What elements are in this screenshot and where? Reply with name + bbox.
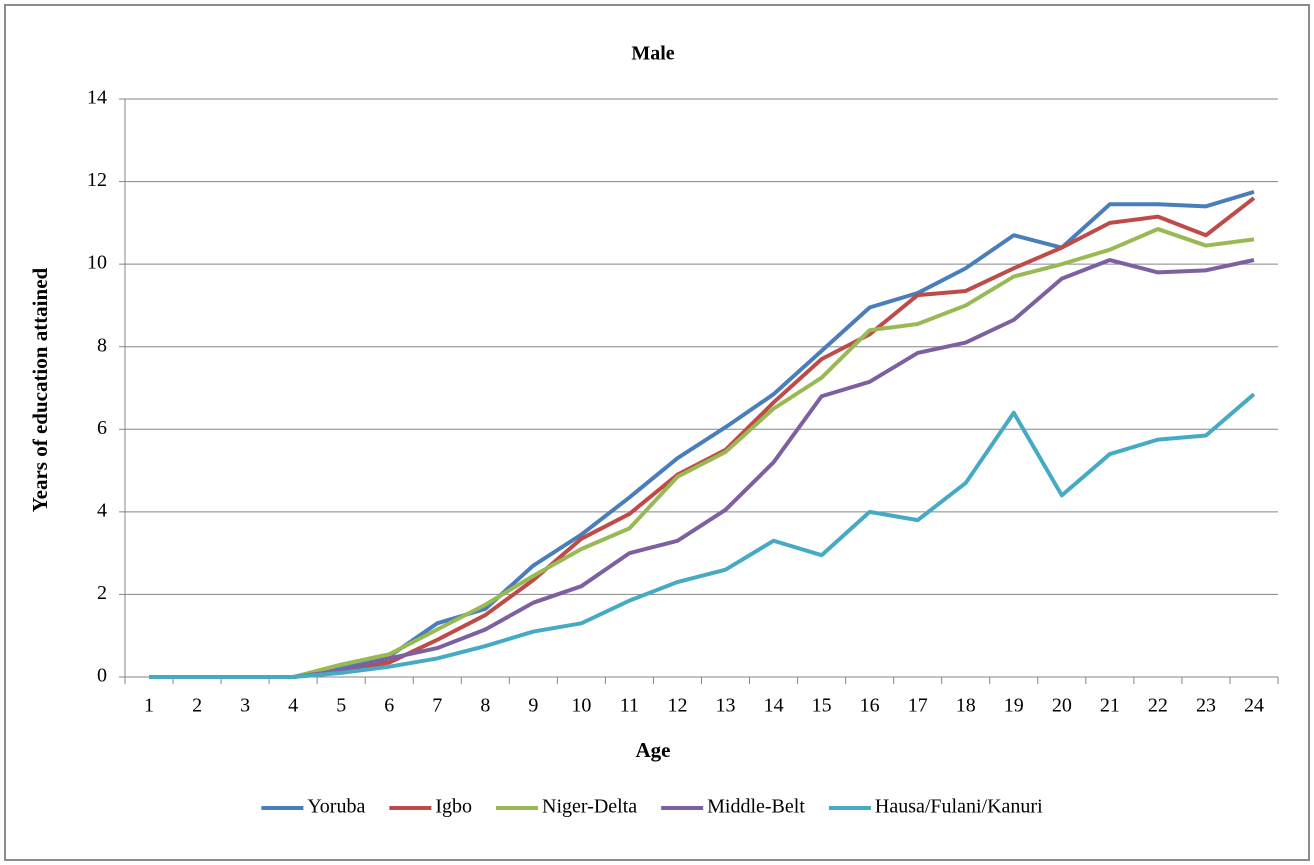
x-tick-label: 22 (1148, 695, 1168, 717)
x-tick-label: 11 (620, 695, 639, 717)
x-tick-label: 13 (716, 695, 736, 717)
x-tick-label: 4 (288, 695, 298, 717)
x-tick-label: 18 (956, 695, 976, 717)
y-axis-label: Years of education attained (28, 267, 52, 512)
x-tick-label: 21 (1100, 695, 1120, 717)
legend-label: Hausa/Fulani/Kanuri (875, 796, 1043, 818)
x-tick-label: 24 (1244, 695, 1264, 717)
chart-title: Male (631, 43, 674, 65)
x-tick-label: 17 (908, 695, 928, 717)
x-tick-label: 7 (432, 695, 442, 717)
x-tick-label: 5 (336, 695, 346, 717)
x-tick-label: 1 (144, 695, 154, 717)
legend-label: Niger-Delta (542, 796, 637, 818)
y-tick-label: 0 (97, 665, 107, 687)
x-tick-label: 6 (384, 695, 394, 717)
x-tick-label: 9 (528, 695, 538, 717)
x-tick-label: 8 (480, 695, 490, 717)
line-series (149, 227, 1255, 679)
y-tick-label: 12 (87, 169, 107, 191)
legend-label: Middle-Belt (707, 796, 805, 818)
legend-label: Igbo (435, 796, 472, 818)
line-series (149, 392, 1256, 679)
legend-label: Yoruba (307, 796, 365, 818)
y-tick-label: 14 (87, 87, 107, 109)
y-tick-label: 8 (97, 334, 107, 356)
x-tick-label: 15 (812, 695, 832, 717)
x-tick-label: 2 (192, 695, 202, 717)
y-tick-label: 4 (97, 499, 107, 521)
x-tick-label: 12 (667, 695, 687, 717)
y-tick-label: 2 (97, 582, 107, 604)
x-tick-label: 23 (1196, 695, 1216, 717)
y-tick-label: 6 (97, 417, 107, 439)
x-tick-label: 20 (1052, 695, 1072, 717)
chart-frame (4, 4, 1310, 861)
x-tick-label: 3 (240, 695, 250, 717)
x-tick-label: 14 (764, 695, 784, 717)
x-tick-label: 10 (571, 695, 591, 717)
x-axis-label: Age (636, 738, 671, 762)
y-tick-label: 10 (87, 252, 107, 274)
x-tick-label: 16 (860, 695, 880, 717)
x-tick-label: 19 (1004, 695, 1024, 717)
